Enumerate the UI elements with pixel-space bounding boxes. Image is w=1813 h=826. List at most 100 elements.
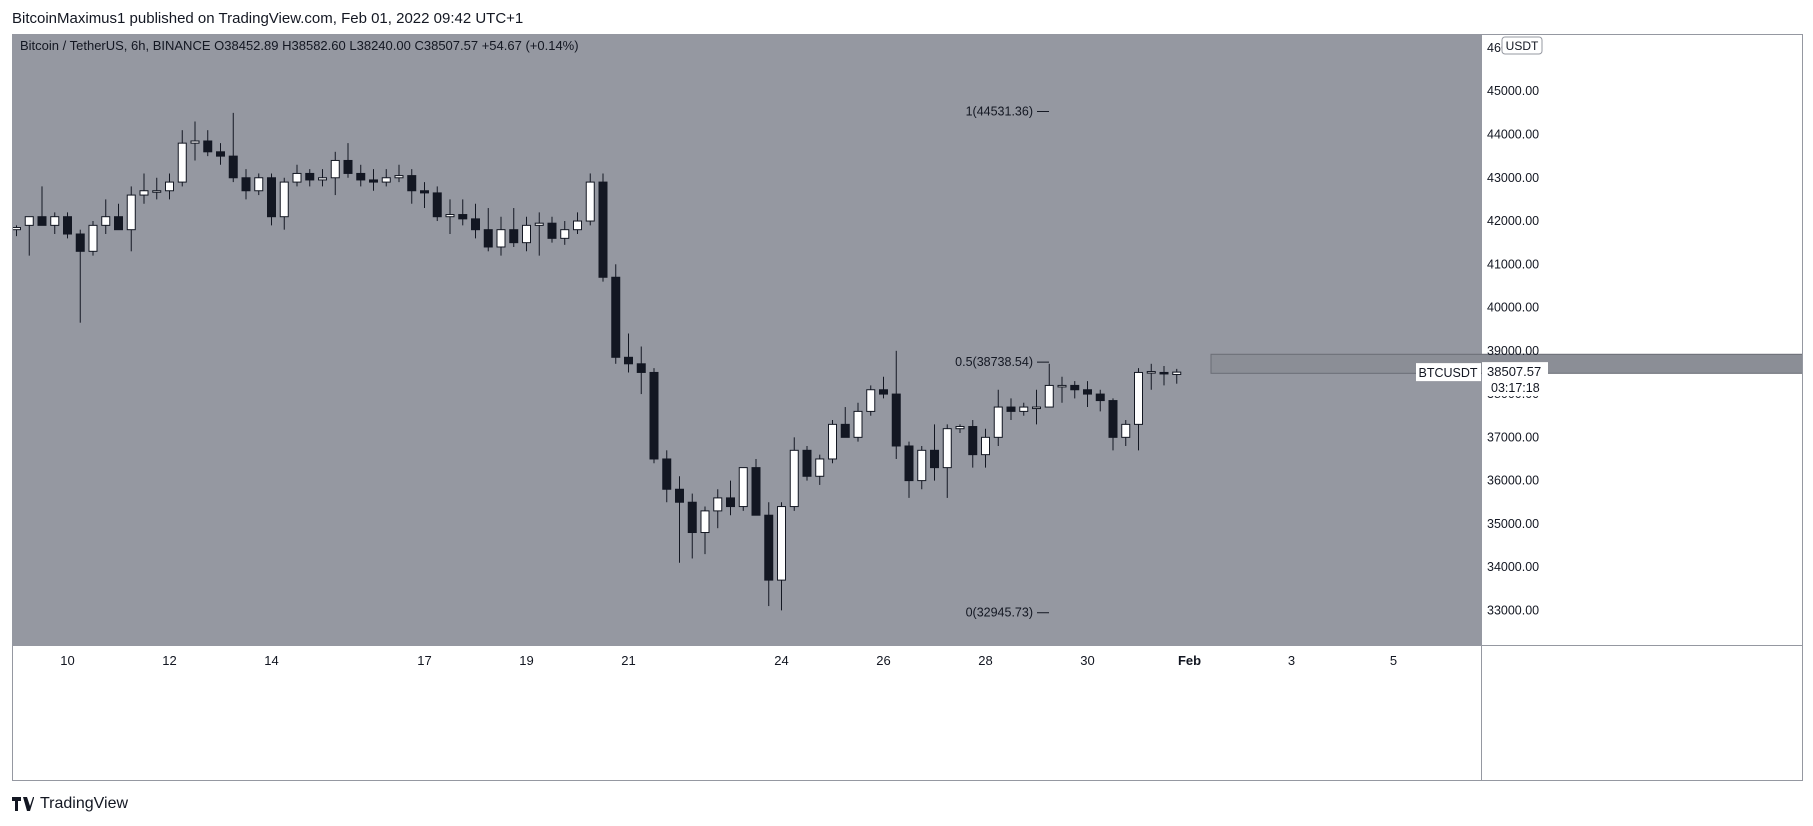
candle[interactable]	[88, 221, 98, 256]
symbol-tag[interactable]: BTCUSDT	[1416, 363, 1481, 382]
candle[interactable]	[700, 506, 710, 555]
candle[interactable]	[50, 212, 60, 235]
candle[interactable]	[1121, 420, 1131, 446]
candle[interactable]	[1057, 376, 1067, 403]
symbol-legend[interactable]: Bitcoin / TetherUS, 6h, BINANCE O38452.8…	[20, 38, 579, 53]
candle[interactable]	[152, 177, 162, 200]
candle[interactable]	[789, 437, 799, 511]
candle[interactable]	[445, 199, 455, 235]
candle[interactable]	[534, 212, 544, 256]
fib-level[interactable]: 0(32945.73)	[966, 606, 1049, 620]
candle[interactable]	[356, 164, 366, 187]
candle[interactable]	[292, 164, 302, 187]
candle[interactable]	[522, 216, 531, 252]
candle[interactable]	[675, 476, 684, 563]
candle[interactable]	[63, 212, 72, 239]
candle[interactable]	[955, 424, 965, 434]
candle[interactable]	[942, 424, 952, 498]
candle[interactable]	[1172, 368, 1182, 384]
candle[interactable]	[496, 216, 506, 256]
candle[interactable]	[1095, 389, 1105, 412]
candle[interactable]	[177, 130, 187, 187]
candle[interactable]	[254, 173, 264, 196]
candle[interactable]	[879, 376, 888, 399]
candle[interactable]	[726, 480, 735, 516]
candle[interactable]	[598, 173, 608, 282]
candle[interactable]	[891, 350, 901, 459]
candle[interactable]	[139, 173, 149, 204]
candle[interactable]	[216, 143, 225, 165]
candle[interactable]	[662, 450, 672, 503]
candle[interactable]	[407, 169, 417, 204]
candle[interactable]	[573, 212, 582, 235]
candle[interactable]	[458, 199, 468, 226]
candle[interactable]	[13, 225, 21, 237]
candle[interactable]	[432, 186, 442, 222]
candle[interactable]	[917, 445, 927, 490]
candle[interactable]	[1134, 368, 1143, 451]
candle[interactable]	[369, 169, 378, 191]
candlestick-chart[interactable]: 1(44531.36) 0.5(38738.54) 0(32945.73) Bitco…	[13, 35, 1802, 780]
candle[interactable]	[126, 186, 136, 252]
candle[interactable]	[1032, 389, 1041, 425]
candle[interactable]	[624, 333, 633, 373]
candle[interactable]	[560, 221, 570, 245]
candle[interactable]	[751, 458, 761, 516]
candle[interactable]	[840, 407, 850, 438]
price-axis-panel[interactable]	[1481, 35, 1802, 645]
candle[interactable]	[1019, 402, 1029, 416]
candle[interactable]	[279, 177, 289, 230]
candle[interactable]	[828, 420, 837, 464]
candle[interactable]	[738, 467, 748, 511]
candle[interactable]	[114, 203, 123, 231]
candle[interactable]	[24, 216, 34, 256]
candle[interactable]	[203, 130, 213, 157]
candle[interactable]	[165, 173, 174, 200]
candle[interactable]	[636, 346, 646, 395]
candle[interactable]	[802, 445, 812, 481]
candle[interactable]	[687, 493, 697, 559]
plot-area[interactable]	[13, 35, 1481, 645]
candle[interactable]	[547, 216, 557, 243]
candle[interactable]	[853, 402, 863, 442]
candle[interactable]	[267, 173, 276, 226]
candle[interactable]	[777, 502, 786, 611]
candle[interactable]	[713, 489, 723, 529]
candle[interactable]	[1159, 365, 1169, 386]
candle[interactable]	[394, 164, 404, 183]
candle[interactable]	[381, 169, 391, 187]
fib-level[interactable]: 0.5(38738.54)	[955, 355, 1049, 369]
fib-level[interactable]: 1(44531.36)	[966, 105, 1049, 119]
candle[interactable]	[866, 385, 876, 416]
candle[interactable]	[968, 420, 978, 468]
candle[interactable]	[305, 169, 315, 187]
candle[interactable]	[764, 502, 774, 607]
candle[interactable]	[483, 208, 493, 252]
candle[interactable]	[1070, 381, 1080, 399]
time-axis-panel[interactable]	[13, 645, 1802, 780]
candle[interactable]	[930, 424, 939, 481]
candle[interactable]	[585, 173, 595, 226]
candle[interactable]	[343, 143, 353, 178]
candle[interactable]	[37, 186, 47, 226]
candle[interactable]	[318, 169, 327, 187]
candle[interactable]	[190, 121, 200, 161]
candle[interactable]	[1006, 398, 1016, 421]
candle[interactable]	[611, 264, 621, 364]
candle[interactable]	[101, 199, 111, 235]
candle[interactable]	[1146, 363, 1156, 390]
candle[interactable]	[993, 389, 1003, 446]
candle[interactable]	[1083, 381, 1092, 408]
candle[interactable]	[471, 203, 480, 239]
candle[interactable]	[420, 182, 429, 209]
currency-button[interactable]: USDT	[1501, 36, 1543, 55]
candle[interactable]	[228, 112, 238, 183]
candle[interactable]	[509, 208, 519, 247]
candle[interactable]	[330, 151, 340, 196]
candle[interactable]	[649, 368, 659, 464]
candle[interactable]	[981, 428, 990, 468]
candle[interactable]	[815, 454, 825, 485]
candle[interactable]	[1108, 398, 1118, 451]
candle[interactable]	[904, 441, 914, 498]
footer-branding[interactable]: TradingView	[12, 793, 128, 815]
